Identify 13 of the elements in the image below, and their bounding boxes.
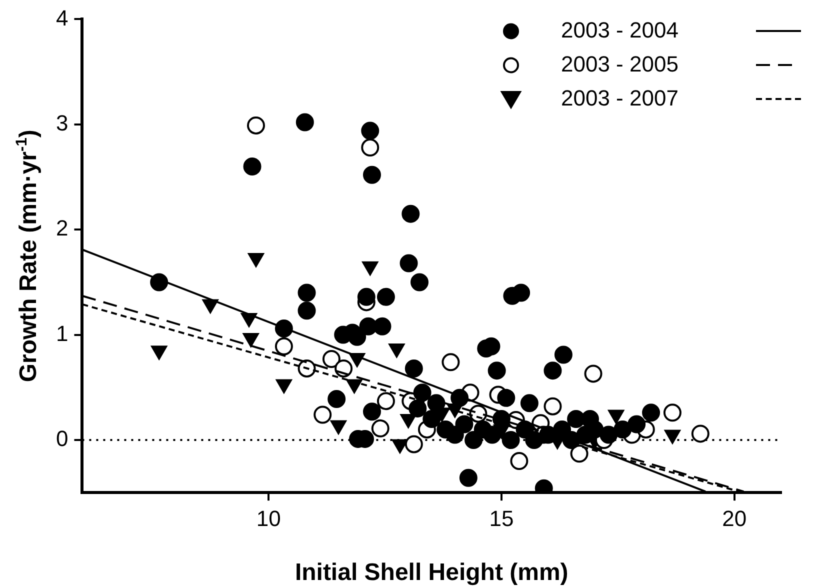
x-tick-label: 15 (489, 506, 514, 531)
y-tick-label: 2 (56, 216, 68, 241)
x-tick-label: 20 (722, 506, 747, 531)
y-tick-label: 3 (56, 110, 68, 136)
x-tick-label: 10 (256, 506, 281, 531)
y-tick-label: 0 (56, 426, 68, 452)
legend-label: 2003 - 2005 (561, 51, 678, 76)
y-tick-label: 1 (56, 320, 68, 346)
legend-label: 2003 - 2007 (561, 85, 678, 110)
x-axis-title: Initial Shell Height (mm) (294, 559, 568, 586)
y-tick-label: 4 (56, 5, 68, 30)
y-axis-title: Growth Rate (mm·yr-1) (13, 130, 42, 382)
legend-label: 2003 - 2004 (561, 17, 678, 42)
